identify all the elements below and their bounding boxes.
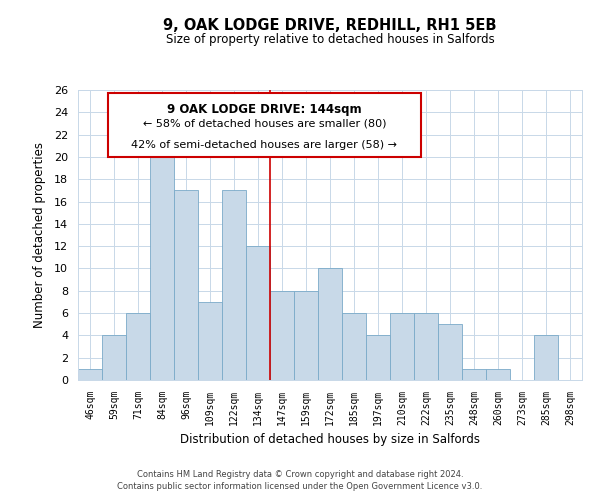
Bar	[390, 313, 414, 380]
Y-axis label: Number of detached properties: Number of detached properties	[32, 142, 46, 328]
Bar	[102, 336, 126, 380]
Text: ← 58% of detached houses are smaller (80): ← 58% of detached houses are smaller (80…	[143, 118, 386, 128]
X-axis label: Distribution of detached houses by size in Salfords: Distribution of detached houses by size …	[180, 434, 480, 446]
Bar	[246, 246, 270, 380]
Bar	[318, 268, 342, 380]
Bar	[150, 134, 174, 380]
Text: 9, OAK LODGE DRIVE, REDHILL, RH1 5EB: 9, OAK LODGE DRIVE, REDHILL, RH1 5EB	[163, 18, 497, 32]
Bar	[174, 190, 198, 380]
Bar	[462, 369, 486, 380]
Bar	[342, 313, 366, 380]
Bar	[222, 190, 246, 380]
Bar	[198, 302, 222, 380]
Bar	[414, 313, 438, 380]
Bar	[438, 324, 462, 380]
Text: Contains public sector information licensed under the Open Government Licence v3: Contains public sector information licen…	[118, 482, 482, 491]
Text: Contains HM Land Registry data © Crown copyright and database right 2024.: Contains HM Land Registry data © Crown c…	[137, 470, 463, 479]
FancyBboxPatch shape	[108, 93, 421, 156]
Text: 42% of semi-detached houses are larger (58) →: 42% of semi-detached houses are larger (…	[131, 140, 397, 150]
Bar	[294, 291, 318, 380]
Bar	[366, 336, 390, 380]
Text: Size of property relative to detached houses in Salfords: Size of property relative to detached ho…	[166, 32, 494, 46]
Bar	[270, 291, 294, 380]
Bar	[534, 336, 558, 380]
Text: 9 OAK LODGE DRIVE: 144sqm: 9 OAK LODGE DRIVE: 144sqm	[167, 103, 362, 116]
Bar	[78, 369, 102, 380]
Bar	[126, 313, 150, 380]
Bar	[486, 369, 510, 380]
